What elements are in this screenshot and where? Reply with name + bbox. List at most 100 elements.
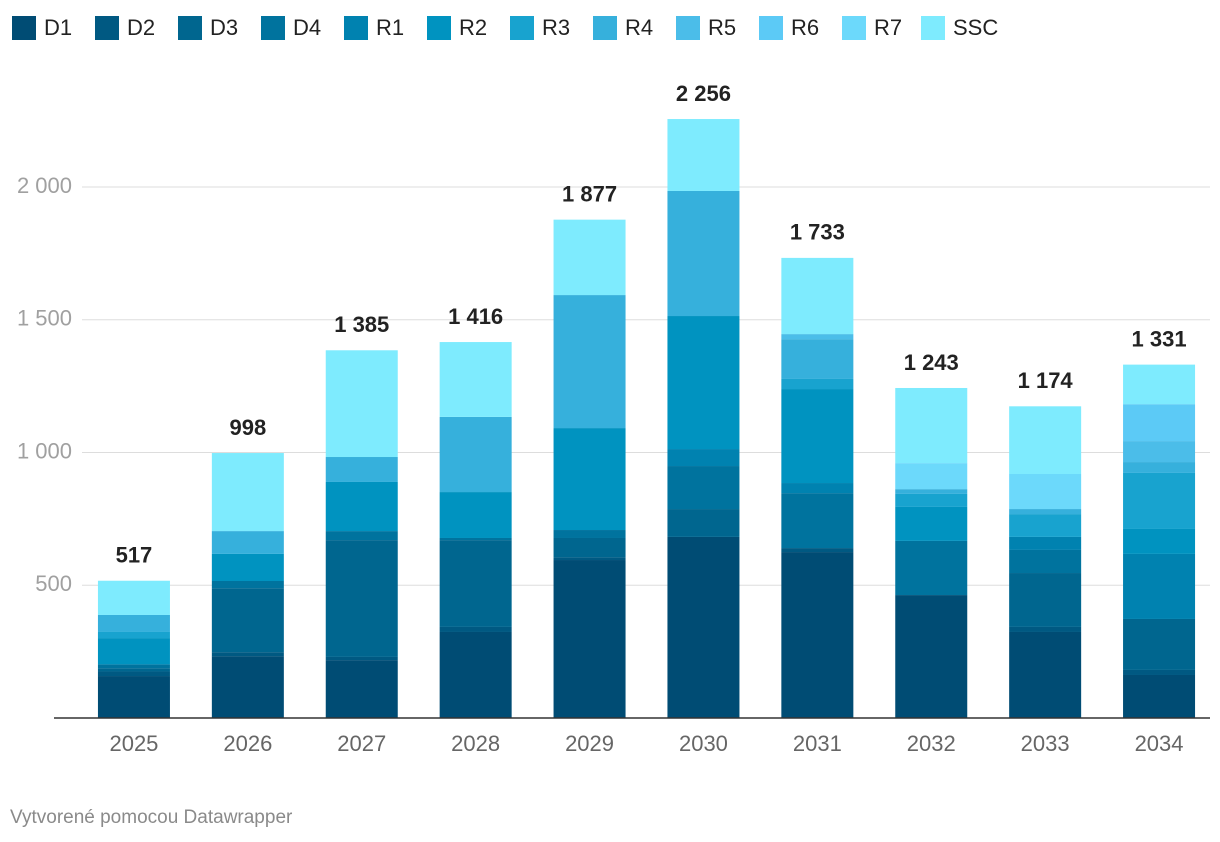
bar-segment <box>97 664 170 669</box>
legend-swatch <box>759 16 783 40</box>
legend-label: R3 <box>542 15 570 40</box>
bar-segment <box>97 614 170 632</box>
bar-segment <box>895 540 968 596</box>
bar-segment <box>895 595 968 718</box>
bar-segment <box>97 631 170 639</box>
bar-segment <box>781 483 854 494</box>
total-label: 1 877 <box>562 181 617 206</box>
x-tick-label: 2033 <box>1021 731 1070 756</box>
bar-segment <box>325 660 398 718</box>
bar-segment <box>553 219 626 296</box>
bar-segment <box>325 457 398 482</box>
bar-segment <box>667 466 740 510</box>
total-label: 2 256 <box>676 81 731 106</box>
total-label: 517 <box>116 543 153 568</box>
x-tick-label: 2034 <box>1135 731 1184 756</box>
bar-segment <box>325 531 398 541</box>
legend-label: R7 <box>874 15 902 40</box>
x-tick-label: 2027 <box>337 731 386 756</box>
bar-segment <box>97 671 170 677</box>
footer: Vytvorené pomocou Datawrapper <box>10 807 293 828</box>
total-label: 1 733 <box>790 220 845 245</box>
legend-swatch <box>842 16 866 40</box>
total-label: 1 385 <box>334 312 389 337</box>
y-tick-label: 1 000 <box>17 438 72 463</box>
bar-segment <box>1123 472 1196 529</box>
legend-label: D3 <box>210 15 238 40</box>
x-tick-label: 2029 <box>565 731 614 756</box>
total-label: 1 331 <box>1132 326 1187 351</box>
bar-segment <box>211 588 284 653</box>
legend-swatch <box>593 16 617 40</box>
x-tick-label: 2026 <box>223 731 272 756</box>
bar-segment <box>1123 618 1196 670</box>
bar-segment <box>211 531 284 554</box>
bar-segment <box>97 580 170 615</box>
legend-label: R5 <box>708 15 736 40</box>
total-label: 1 416 <box>448 304 503 329</box>
bar-segment <box>667 119 740 191</box>
bar-segment <box>895 506 968 541</box>
bar-segment <box>439 492 512 538</box>
bar-segment <box>1009 549 1082 574</box>
x-tick-label: 2030 <box>679 731 728 756</box>
bar-segment <box>781 334 854 340</box>
bar-segment <box>1123 462 1196 473</box>
bar-segment <box>553 557 626 561</box>
legend-label: R6 <box>791 15 819 40</box>
bar-segment <box>1123 553 1196 619</box>
legend-label: R1 <box>376 15 404 40</box>
bar-segment <box>553 537 626 558</box>
bar-segment <box>667 190 740 317</box>
bar-segment <box>781 389 854 484</box>
total-label: 1 243 <box>904 350 959 375</box>
bar-segment <box>97 668 170 672</box>
bar-segment <box>97 638 170 665</box>
bar-segment <box>325 481 398 532</box>
legend-swatch <box>178 16 202 40</box>
bar-segment <box>1123 669 1196 675</box>
legend-swatch <box>510 16 534 40</box>
legend-label: D1 <box>44 15 72 40</box>
legend-swatch <box>921 16 945 40</box>
bar-segment <box>895 489 968 494</box>
bar-segment <box>781 257 854 335</box>
bar-segment <box>1009 514 1082 537</box>
legend-swatch <box>261 16 285 40</box>
bar-segment <box>553 295 626 429</box>
bar-segment <box>211 553 284 582</box>
bar-segment <box>211 656 284 718</box>
legend-swatch <box>427 16 451 40</box>
bar-segment <box>325 350 398 458</box>
bar-segment <box>1009 509 1082 515</box>
bar-segment <box>553 428 626 531</box>
legend-label: D2 <box>127 15 155 40</box>
legend-swatch <box>12 16 36 40</box>
bar-segment <box>1009 573 1082 627</box>
legend-label: D4 <box>293 15 321 40</box>
bar-segment <box>1123 674 1196 718</box>
bar-segment <box>439 626 512 632</box>
bar-segment <box>667 449 740 467</box>
bar-segment <box>553 530 626 538</box>
bar-segment <box>1009 631 1082 718</box>
bar-segment <box>1123 528 1196 554</box>
bar-segment <box>781 339 854 379</box>
legend-swatch <box>95 16 119 40</box>
bar-segment <box>1123 404 1196 442</box>
legend-swatch <box>344 16 368 40</box>
bar-segment <box>781 552 854 718</box>
y-tick-label: 500 <box>35 571 72 596</box>
bar-segment <box>325 656 398 661</box>
x-tick-label: 2028 <box>451 731 500 756</box>
total-label: 1 174 <box>1018 368 1074 393</box>
y-tick-label: 2 000 <box>17 173 72 198</box>
bar-segment <box>1123 441 1196 463</box>
total-label: 998 <box>229 415 266 440</box>
x-tick-label: 2031 <box>793 731 842 756</box>
bar-segment <box>439 416 512 493</box>
y-tick-label: 1 500 <box>17 306 72 331</box>
legend-label: R4 <box>625 15 653 40</box>
legend-label: R2 <box>459 15 487 40</box>
